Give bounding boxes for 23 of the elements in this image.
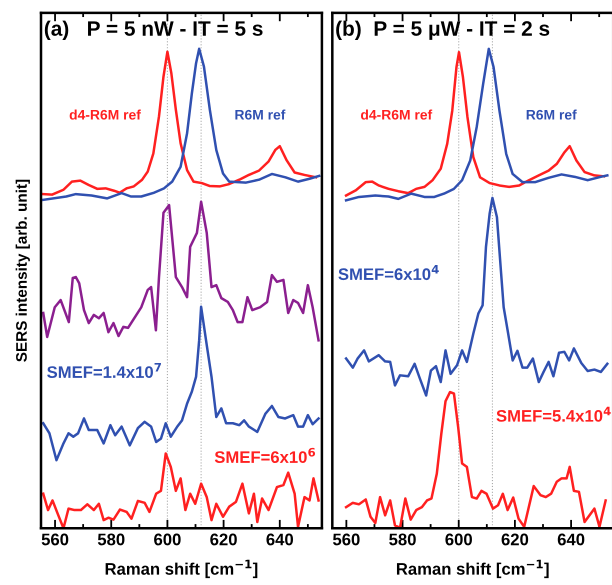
x-axis-title: Raman shift [cm$^{−1}$] (106, 560, 258, 578)
series-label: R6M ref (526, 109, 577, 120)
x-tick-label: 580 (389, 534, 416, 546)
x-tick-label: 560 (42, 534, 68, 546)
series-label: d4-R6M ref (360, 109, 432, 120)
x-tick-label: 580 (98, 534, 124, 546)
series-label: d4-R6M ref (70, 109, 141, 120)
x-tick-label: 600 (445, 534, 472, 546)
text: SMEF=1.4x10$^{7}$ (47, 362, 161, 378)
y-axis-title: SERS intensity [arb. unit] (16, 180, 30, 362)
x-tick-label: 640 (266, 534, 293, 546)
x-tick-label: 560 (332, 534, 360, 546)
series-label: R6M ref (235, 109, 286, 120)
x-tick-label: 620 (210, 534, 237, 546)
x-tick-label: 600 (154, 534, 181, 546)
series-label: SMEF=6x10$^{6}$ (214, 448, 316, 464)
chart-title: (a) P = 5 nW - IT = 5 s (44, 20, 263, 40)
x-axis-title: Raman shift [cm$^{−1}$] (396, 560, 549, 578)
text: SMEF=5.4x10$^{4}$ (496, 406, 611, 422)
x-tick-label: 620 (502, 534, 528, 546)
x-tick-label: 640 (558, 534, 584, 546)
text: SMEF=6x10$^{4}$ (338, 265, 439, 280)
chart-title: (b) P = 5 μW - IT = 2 s (336, 20, 550, 40)
